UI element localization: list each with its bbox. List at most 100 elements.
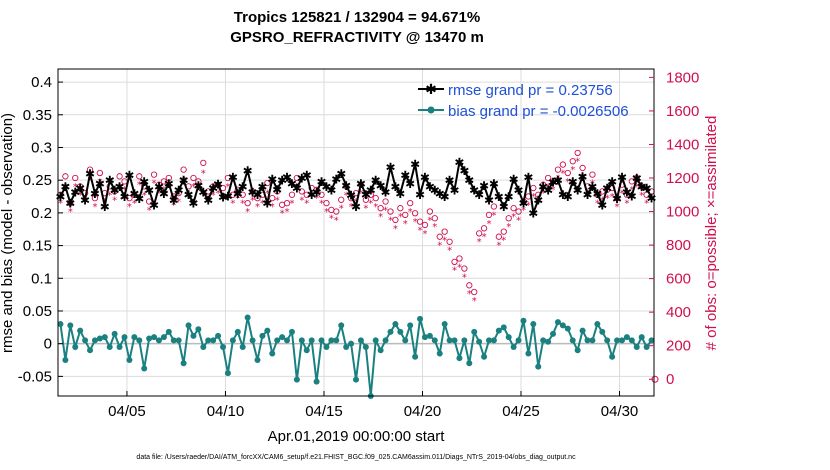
obs-assimilated-point: *	[137, 180, 142, 191]
obs-possible-point	[436, 233, 443, 240]
bias-point	[490, 337, 497, 344]
bias-point	[436, 350, 443, 357]
x-tick-label: 04/30	[601, 403, 639, 420]
rmse-point: ✱	[341, 179, 351, 193]
bias-point	[215, 332, 222, 339]
obs-assimilated-point: *	[176, 197, 181, 208]
bias-point	[298, 337, 305, 344]
obs-possible-point	[377, 205, 384, 212]
bias-point	[633, 343, 640, 350]
rmse-point: ✱	[60, 180, 70, 194]
rmse-point: ✱	[351, 200, 361, 214]
obs-possible-point	[485, 211, 493, 219]
rmse-point: ✱	[627, 189, 637, 203]
bias-point	[229, 337, 236, 344]
obs-possible-point	[200, 159, 207, 167]
rmse-point: ✱	[400, 168, 410, 182]
y-tick-label-right: 400	[666, 304, 691, 321]
bias-point	[101, 334, 108, 341]
bias-point	[530, 321, 537, 328]
obs-assimilated-point: *	[314, 194, 319, 205]
bias-point	[116, 343, 123, 350]
bias-point	[609, 353, 616, 360]
bias-point	[412, 353, 419, 360]
bias-point	[160, 334, 167, 341]
rmse-point: ✱	[105, 174, 115, 188]
bias-point	[446, 337, 453, 344]
rmse-point: ✱	[405, 177, 415, 191]
obs-assimilated-point: *	[595, 199, 600, 210]
grid	[58, 69, 654, 396]
y-tick-label-right: 0	[666, 371, 674, 388]
x-axis-label: Apr.01,2019 00:00:00 start	[268, 428, 446, 445]
obs-possible-point	[72, 174, 79, 182]
obs-assimilated-point: *	[235, 194, 240, 205]
rmse-point: ✱	[459, 164, 469, 178]
obs-assimilated-point: *	[610, 192, 615, 203]
bias-point	[648, 337, 655, 344]
obs-assimilated-point: *	[649, 195, 654, 206]
obs-possible-point	[338, 196, 345, 203]
obs-assimilated-point: *	[107, 190, 112, 201]
rmse-point: ✱	[159, 187, 169, 201]
obs-assimilated-point: *	[270, 202, 275, 213]
obs-possible-point	[515, 208, 522, 215]
bias-point	[91, 337, 98, 344]
obs-assimilated-point: *	[536, 199, 541, 210]
rmse-point: ✱	[538, 180, 548, 194]
rmse-point: ✱	[100, 200, 110, 214]
bias-point	[599, 328, 606, 335]
obs-assimilated-point: *	[541, 189, 546, 200]
bias-point	[574, 347, 581, 354]
bias-point	[589, 337, 596, 344]
obs-assimilated-point: *	[457, 262, 462, 273]
rmse-point: ✱	[218, 191, 228, 205]
bias-point	[421, 334, 428, 341]
rmse-point: ✱	[425, 180, 435, 194]
obs-possible-point	[283, 200, 291, 207]
obs-assimilated-point: *	[472, 296, 477, 307]
rmse-point: ✱	[119, 190, 129, 204]
obs-assimilated-point: *	[280, 209, 285, 220]
obs-assimilated-point: *	[161, 185, 166, 196]
obs-assimilated-point: *	[147, 205, 152, 216]
rmse-point: ✱	[647, 191, 657, 205]
bias-point	[77, 327, 84, 334]
y-tick-label-left: 0.35	[23, 107, 52, 124]
obs-assimilated-point: *	[166, 182, 171, 193]
rmse-point: ✱	[464, 174, 474, 188]
obs-assimilated-point: *	[418, 225, 423, 236]
bias-point	[638, 334, 645, 341]
obs-assimilated-point: *	[555, 174, 560, 185]
rmse-point: ✱	[558, 188, 568, 202]
bias-point	[254, 357, 261, 364]
obs-possible-point	[387, 208, 394, 215]
rmse-point: ✱	[642, 182, 652, 196]
obs-possible-point	[136, 173, 143, 180]
rmse-point: ✱	[469, 183, 479, 197]
bias-point	[220, 343, 227, 350]
obs-possible-point	[318, 191, 325, 198]
y-tick-label-right: 1600	[666, 103, 699, 120]
x-tick-label: 04/05	[108, 403, 146, 420]
obs-possible-point	[244, 200, 251, 207]
rmse-point: ✱	[336, 167, 346, 181]
bias-point	[431, 337, 438, 344]
obs-assimilated-point: *	[590, 179, 595, 190]
rmse-point: ✱	[149, 199, 159, 213]
bias-point	[136, 337, 143, 344]
bias-point	[274, 337, 281, 344]
bias-point	[239, 343, 246, 350]
rmse-point: ✱	[144, 183, 154, 197]
obs-assimilated-point: *	[240, 199, 245, 210]
bias-point	[510, 343, 517, 350]
rmse-point: ✱	[587, 180, 597, 194]
rmse-point: ✱	[203, 193, 213, 207]
obs-possible-point	[471, 288, 478, 296]
rmse-point: ✱	[385, 161, 395, 175]
bias-point	[471, 328, 478, 335]
bias-point	[495, 327, 502, 334]
rmse-point: ✱	[115, 180, 125, 194]
bias-point	[579, 327, 586, 334]
